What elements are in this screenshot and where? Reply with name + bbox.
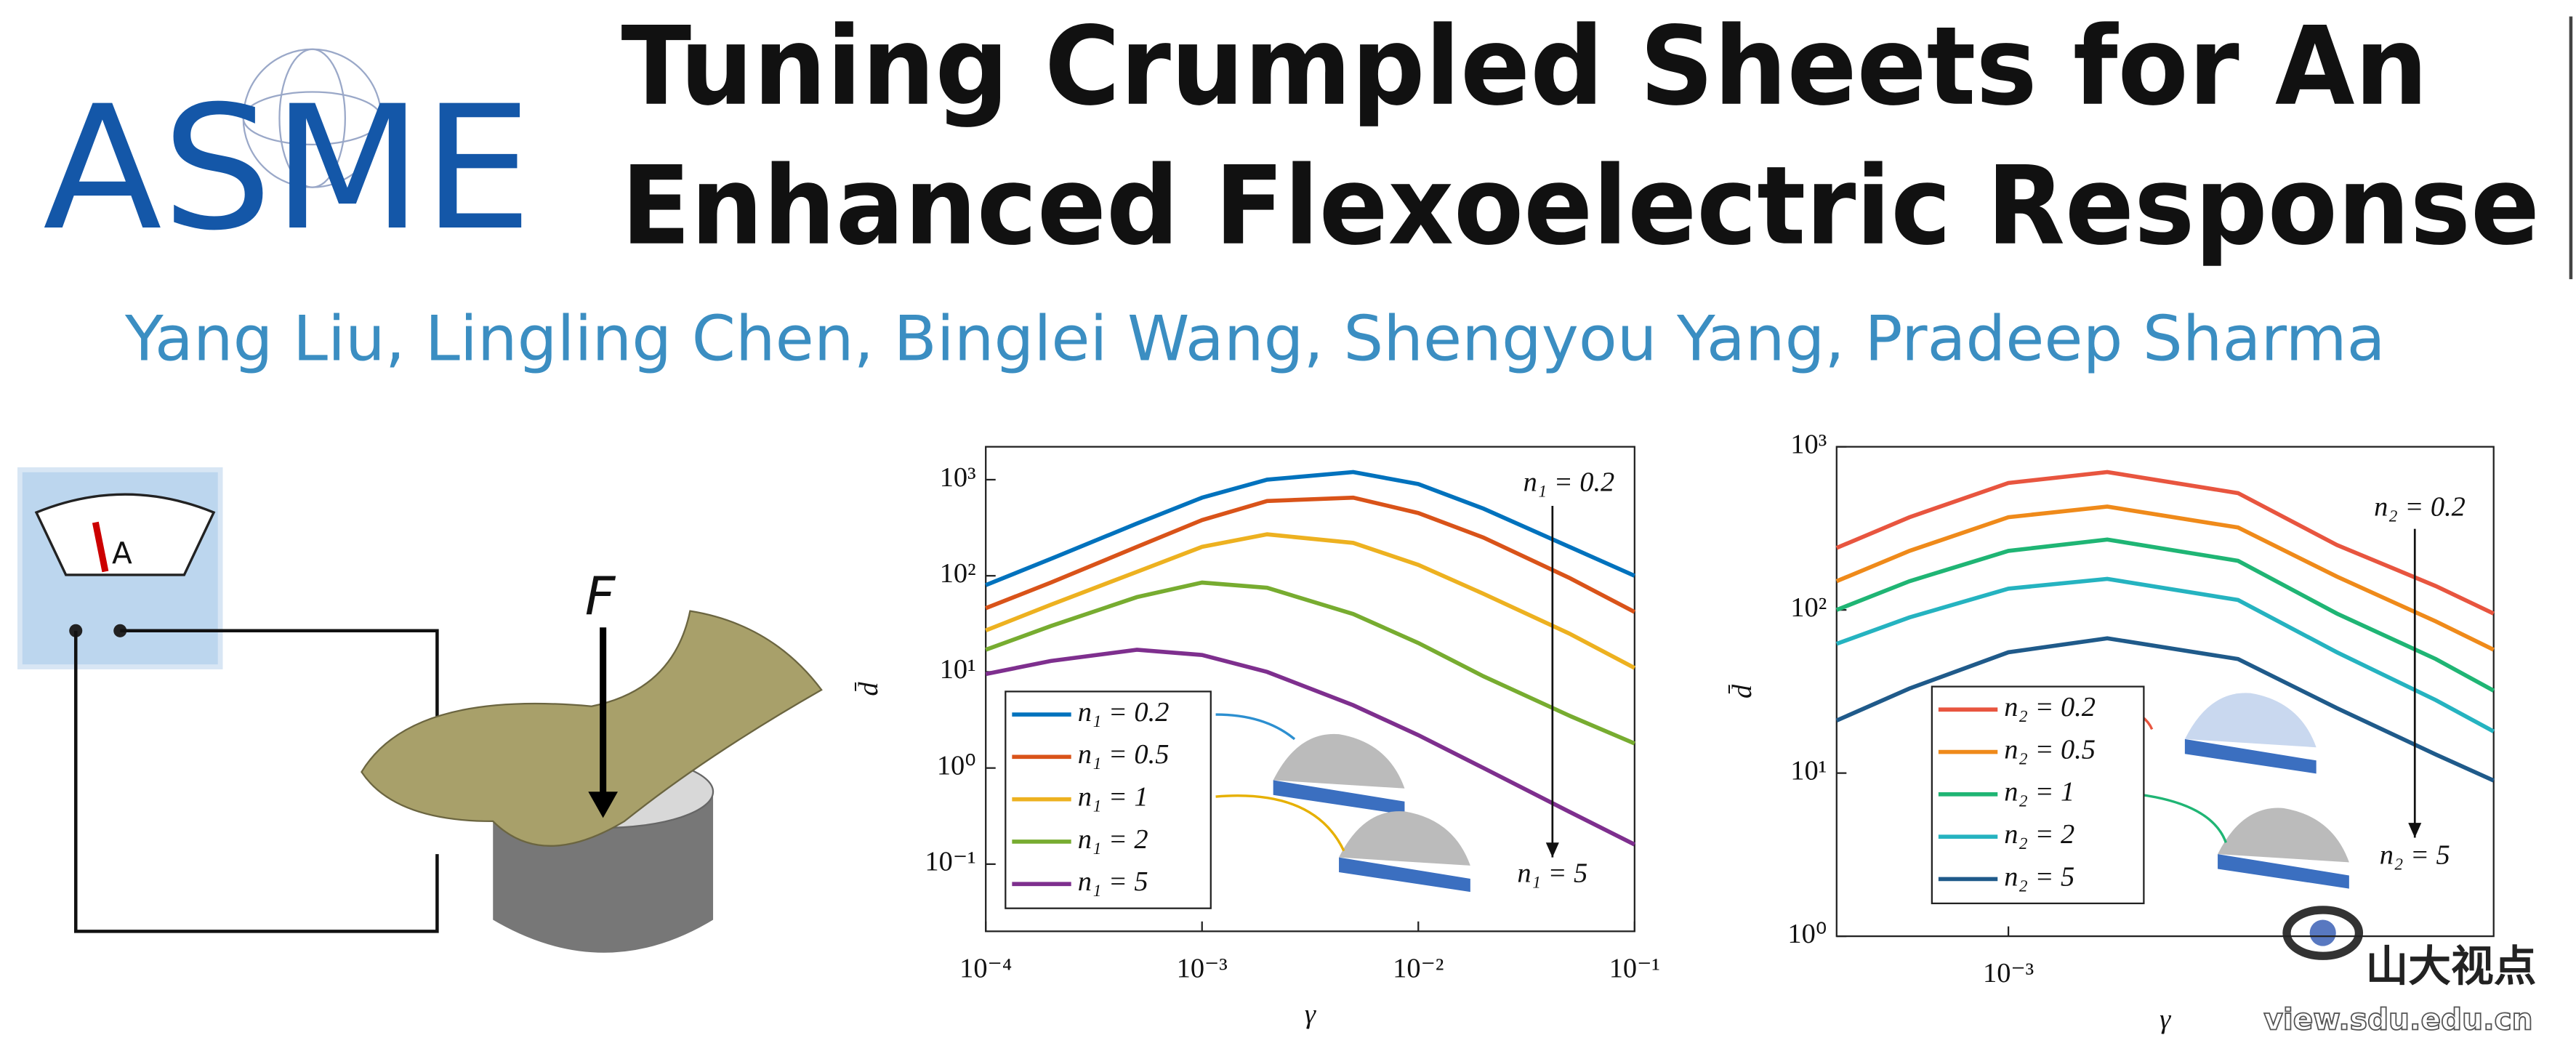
plot-frame: [985, 446, 1635, 933]
arrow-head: [1545, 842, 1559, 858]
legend-label: n₂ = 0.5: [2004, 734, 2096, 765]
annotation: n₁ = 5: [1517, 858, 1587, 888]
logo: [242, 48, 382, 188]
title-line: Tuning Crumpled Sheets for An: [621, 4, 2428, 130]
y-tick-label: 10⁰: [937, 750, 976, 781]
arrow-head: [2408, 823, 2422, 838]
x-axis-label: γ: [1305, 999, 1316, 1030]
legend-label: n₂ = 0.2: [2004, 692, 2096, 722]
x-tick-label: 10⁻³: [1983, 958, 2034, 988]
annotation: n₂ = 5: [2380, 839, 2450, 870]
illustration: [17, 467, 823, 953]
inset-icons: [1215, 693, 2349, 893]
y-tick-label: 10⁻¹: [925, 847, 975, 877]
y-axis-label: d̄: [1727, 684, 1758, 698]
series-line: [985, 470, 1635, 587]
x-tick-label: 10⁻⁴: [959, 953, 1012, 983]
y-tick-label: 10¹: [1790, 755, 1827, 786]
watermark-url: view.sdu.edu.cn: [2263, 1002, 2532, 1037]
force-label: F: [585, 566, 616, 627]
x-tick-label: 10⁻³: [1177, 953, 1228, 983]
series-line: [1835, 504, 2495, 652]
title-line: Enhanced Flexoelectric Response: [621, 144, 2540, 270]
logo-text: ASME: [43, 70, 532, 268]
legend-label: n₂ = 5: [2004, 861, 2074, 892]
legend-label: n₁ = 0.5: [1078, 739, 1170, 770]
watermark-name: 山大视点: [2365, 941, 2536, 991]
x-tick-label: 10⁻²: [1393, 953, 1444, 983]
annotation: n₁ = 0.2: [1524, 467, 1615, 497]
legend-label: n₁ = 0.2: [1078, 697, 1170, 728]
series-line: [1835, 576, 2495, 733]
plot-frame: [1835, 446, 2495, 938]
y-axis-label: d̄: [853, 682, 884, 696]
y-tick-label: 10¹: [940, 654, 976, 685]
y-tick-label: 10³: [940, 462, 976, 493]
series-line: [1835, 470, 2495, 616]
y-tick-label: 10⁰: [1787, 919, 1827, 949]
x-tick-label: 10⁻¹: [1609, 953, 1660, 983]
legend-label: n₁ = 2: [1078, 824, 1148, 855]
series-line: [985, 532, 1636, 670]
annotation: n₂ = 0.2: [2374, 491, 2466, 522]
y-tick-label: 10³: [1790, 429, 1827, 459]
series-line: [985, 495, 1636, 614]
x-axis-label: γ: [2160, 1004, 2171, 1034]
y-tick-label: 10²: [940, 558, 976, 589]
watermark-icon: [2282, 906, 2364, 960]
series-line: [985, 648, 1636, 847]
legend-label: n₂ = 2: [2004, 819, 2074, 850]
legend-label: n₁ = 1: [1078, 781, 1148, 812]
legend-label: n₂ = 1: [2004, 777, 2074, 808]
y-tick-label: 10²: [1790, 592, 1827, 623]
series-line: [985, 580, 1635, 746]
series-line: [1835, 537, 2495, 693]
legend-label: n₁ = 5: [1078, 866, 1148, 897]
authors: Yang Liu, Lingling Chen, Binglei Wang, S…: [124, 303, 2386, 376]
meter-label: A: [112, 536, 132, 571]
series-line: [1835, 636, 2495, 783]
